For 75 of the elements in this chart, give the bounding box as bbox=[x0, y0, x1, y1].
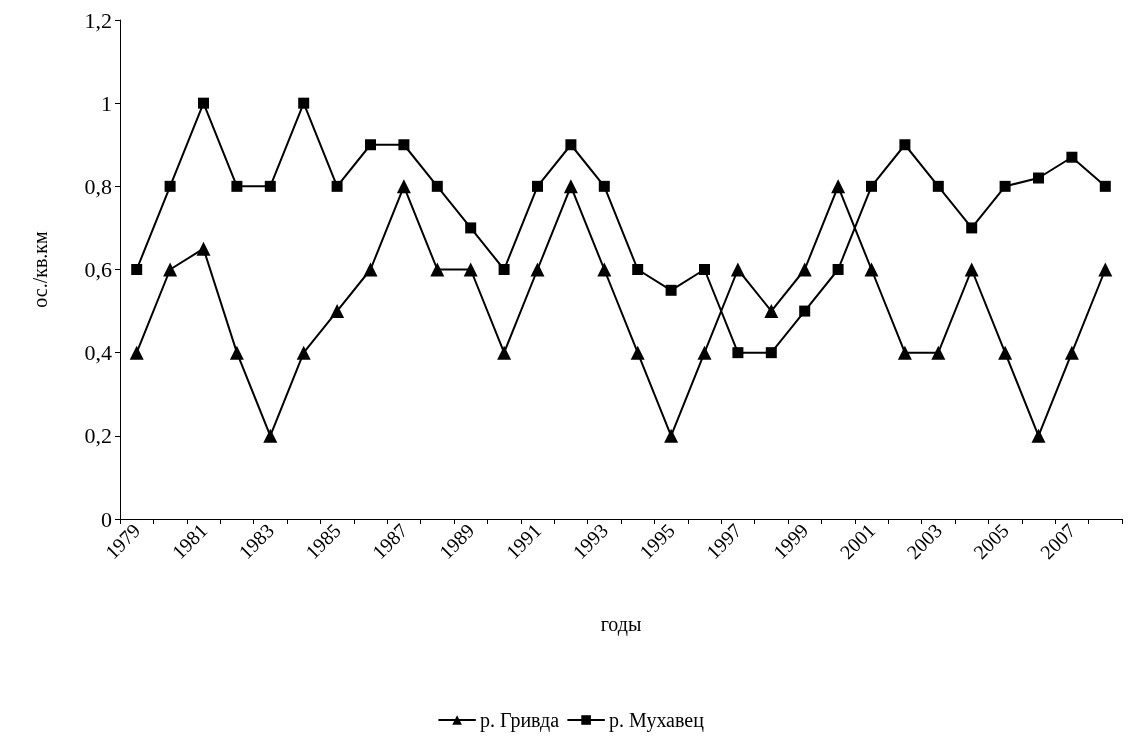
point bbox=[597, 262, 612, 277]
x-tick-label: 1981 bbox=[167, 519, 212, 564]
point bbox=[699, 264, 710, 275]
y-tick-label: 0 bbox=[101, 506, 112, 532]
point bbox=[1064, 345, 1079, 360]
point bbox=[831, 179, 846, 194]
point bbox=[131, 264, 143, 275]
point bbox=[465, 222, 477, 234]
point bbox=[598, 180, 610, 192]
legend-label: р. Мухавец bbox=[609, 709, 705, 732]
point bbox=[899, 139, 911, 151]
point bbox=[229, 345, 244, 360]
point bbox=[463, 262, 478, 277]
point bbox=[365, 139, 376, 151]
point bbox=[396, 179, 411, 194]
point bbox=[765, 347, 777, 359]
y-axis-title: ос./кв.км bbox=[29, 230, 51, 308]
point bbox=[563, 179, 578, 194]
point bbox=[832, 264, 844, 275]
point bbox=[530, 262, 545, 277]
point bbox=[897, 345, 912, 360]
y-tick-label: 0,4 bbox=[84, 340, 112, 366]
y-tick-label: 1,2 bbox=[84, 7, 112, 33]
point bbox=[632, 264, 644, 275]
point bbox=[431, 180, 443, 192]
point bbox=[565, 139, 577, 151]
point bbox=[1066, 151, 1078, 163]
point bbox=[363, 262, 378, 277]
point bbox=[532, 180, 543, 192]
point bbox=[231, 180, 243, 192]
point bbox=[732, 347, 744, 359]
point bbox=[866, 180, 877, 192]
point bbox=[331, 180, 343, 192]
point bbox=[697, 345, 712, 360]
y-tick-label: 0,8 bbox=[84, 173, 112, 199]
point bbox=[430, 262, 445, 277]
point bbox=[264, 180, 276, 192]
point bbox=[497, 345, 512, 360]
point bbox=[398, 139, 410, 151]
point bbox=[999, 180, 1011, 192]
point bbox=[498, 264, 510, 275]
point bbox=[730, 262, 745, 277]
x-tick-label: 1999 bbox=[768, 519, 813, 564]
point bbox=[196, 241, 211, 256]
point bbox=[764, 304, 779, 319]
point bbox=[932, 180, 944, 192]
point bbox=[164, 180, 176, 192]
y-tick-label: 0,6 bbox=[84, 257, 112, 282]
point bbox=[1033, 172, 1044, 184]
point bbox=[799, 305, 811, 317]
point bbox=[966, 222, 978, 234]
x-tick-label: 1989 bbox=[434, 519, 479, 564]
point bbox=[998, 345, 1013, 360]
y-tick-label: 1 bbox=[101, 90, 112, 116]
point bbox=[1099, 180, 1111, 192]
point bbox=[665, 284, 677, 296]
point bbox=[630, 345, 645, 360]
point bbox=[129, 345, 144, 360]
point bbox=[964, 262, 979, 277]
point bbox=[664, 428, 679, 443]
point bbox=[263, 428, 278, 443]
point bbox=[1098, 262, 1113, 277]
point bbox=[797, 262, 812, 277]
legend-label: р. Гривда bbox=[480, 709, 560, 732]
x-tick-label: 1991 bbox=[501, 519, 546, 564]
point bbox=[296, 345, 311, 360]
point bbox=[163, 262, 178, 277]
point bbox=[330, 304, 345, 319]
point bbox=[298, 97, 310, 109]
x-axis-title: годы bbox=[600, 613, 642, 636]
y-tick-label: 0,2 bbox=[84, 423, 112, 449]
point bbox=[864, 262, 879, 277]
point bbox=[931, 345, 946, 360]
point bbox=[1031, 428, 1046, 443]
point bbox=[198, 97, 209, 109]
